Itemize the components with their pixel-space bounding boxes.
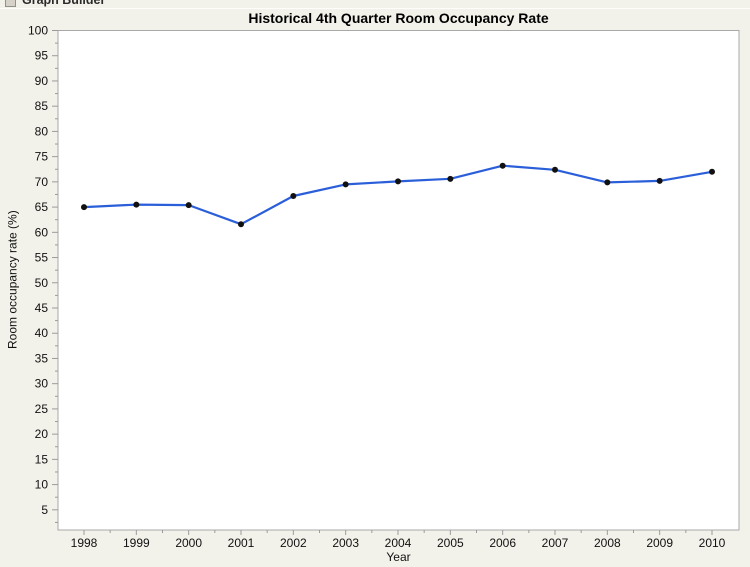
data-point-marker[interactable] [395,178,401,185]
x-tick-label: 2004 [385,536,412,550]
x-tick-label: 2003 [332,536,359,550]
x-tick-label: 2009 [646,536,673,550]
y-tick-label: 5 [41,503,48,517]
y-tick-label: 85 [35,99,49,113]
y-tick-label: 30 [35,377,49,391]
y-tick-label: 20 [35,427,49,441]
x-tick-label: 2005 [437,536,464,550]
x-tick-label: 2000 [175,536,202,550]
data-point-marker[interactable] [709,168,715,175]
data-point-marker[interactable] [238,221,244,228]
y-tick-label: 40 [35,326,49,340]
chart-title: Historical 4th Quarter Room Occupancy Ra… [248,10,549,26]
x-tick-label: 1999 [123,536,150,550]
x-tick-label: 2001 [228,536,255,550]
data-point-marker[interactable] [499,162,506,169]
data-point-marker[interactable] [552,166,558,173]
x-tick-label: 2008 [594,536,621,550]
y-tick-label: 80 [35,124,49,138]
y-tick-label: 55 [35,251,49,265]
data-point-marker[interactable] [604,179,611,186]
y-tick-label: 100 [28,24,48,38]
data-point-marker[interactable] [342,181,349,188]
y-tick-label: 90 [35,74,49,88]
x-tick-label: 1998 [71,536,98,550]
y-tick-label: 95 [35,49,49,63]
data-point-marker[interactable] [290,192,297,199]
y-tick-label: 15 [35,452,49,466]
x-tick-label: 2007 [542,536,569,550]
plot-frame[interactable] [57,30,740,531]
y-tick-label: 75 [35,150,49,164]
x-tick-label: 2010 [699,536,726,550]
data-point-marker[interactable] [185,202,192,209]
y-tick-label: 35 [35,351,49,365]
y-tick-label: 10 [35,478,49,492]
outline-header: Graph Builder [0,0,750,9]
x-tick-label: 2006 [489,536,516,550]
y-tick-label: 65 [35,200,49,214]
x-axis-label: Year [386,550,411,564]
outline-title: Graph Builder [22,0,106,7]
y-tick-label: 25 [35,402,49,416]
y-tick-label: 45 [35,301,49,315]
data-point-marker[interactable] [133,201,140,208]
data-point-marker[interactable] [447,175,454,182]
data-point-marker[interactable] [656,177,663,184]
y-tick-label: 50 [35,276,49,290]
disclosure-triangle-button[interactable] [5,0,16,7]
y-tick-label: 70 [35,175,49,189]
y-tick-label: 60 [35,225,49,239]
data-point-marker[interactable] [81,204,87,211]
x-tick-label: 2002 [280,536,307,550]
